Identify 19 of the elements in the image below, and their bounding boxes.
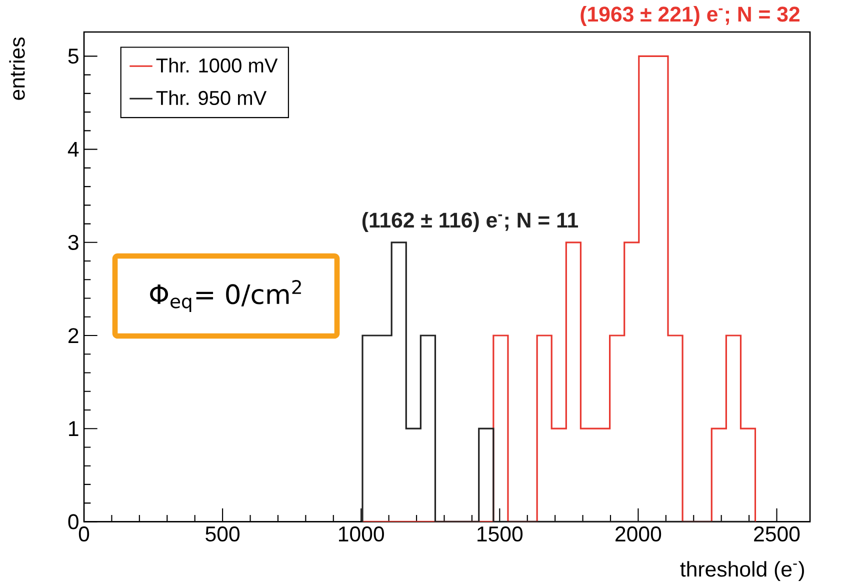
y-tick-label: 0 bbox=[68, 514, 78, 530]
x-tick-label: 500 bbox=[206, 526, 240, 542]
y-axis-title: entries bbox=[9, 37, 25, 100]
legend-label: Thr. 950 mV bbox=[156, 90, 267, 106]
legend-label: Thr. 1000 mV bbox=[156, 58, 278, 73]
y-tick-label: 2 bbox=[68, 328, 78, 343]
text: (1963 ± 221) e$^{-}$; N = 32 bbox=[580, 6, 800, 26]
annotation: Φ$_{eq}$= 0/cm$^{2}$ bbox=[150, 280, 301, 312]
y-tick-label: 1 bbox=[69, 421, 78, 436]
x-axis-title: threshold (e$^{-}$) bbox=[680, 561, 804, 581]
x-tick-label: 2500 bbox=[754, 526, 800, 542]
y-tick-label: 4 bbox=[68, 142, 79, 157]
x-tick-label: 0 bbox=[78, 526, 90, 542]
y-tick-label: 3 bbox=[68, 234, 78, 250]
x-tick-label: 1000 bbox=[339, 526, 384, 542]
y-tick-label: 5 bbox=[68, 48, 78, 64]
x-tick-label: 1500 bbox=[478, 526, 523, 542]
annotation: (1162 ± 116) e$^{-}$; N = 11 bbox=[362, 212, 578, 232]
x-tick-label: 2000 bbox=[616, 526, 662, 542]
